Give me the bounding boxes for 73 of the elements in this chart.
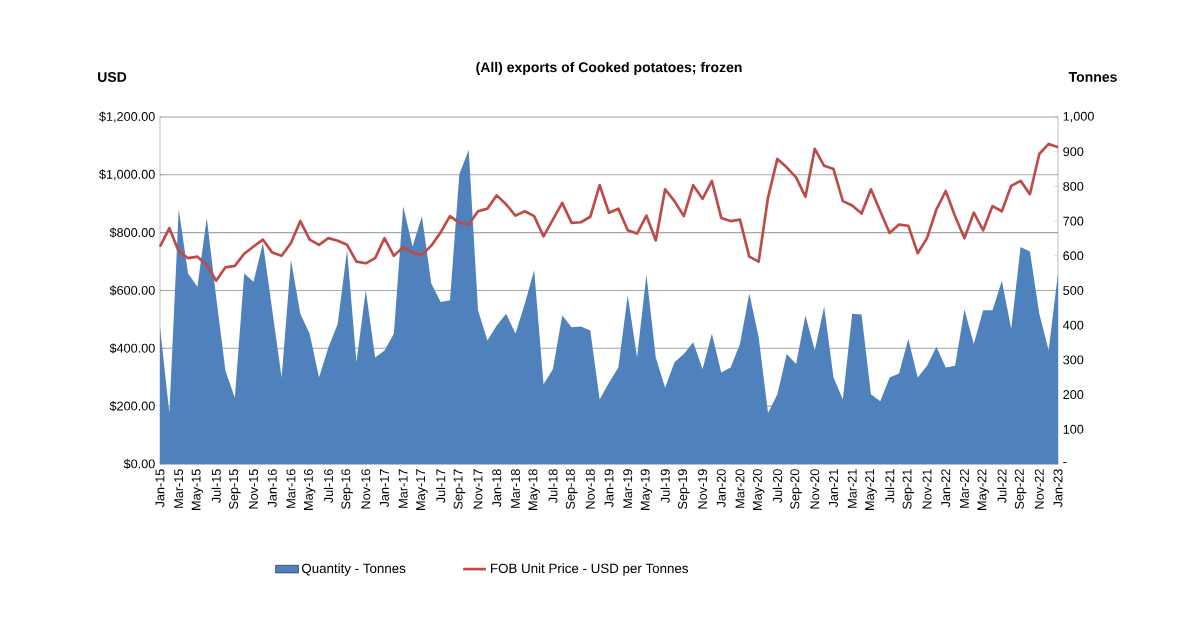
x-tick-label: Mar-19 <box>623 469 633 508</box>
x-tick-label: Nov-17 <box>473 469 483 509</box>
x-tick-label: Mar-22 <box>959 469 969 508</box>
y2-tick-label: 900 <box>1063 147 1084 157</box>
x-tick-label: Jul-16 <box>323 469 334 504</box>
y-tick-label: $1,000.00 <box>99 169 155 181</box>
y-tick-label: $200.00 <box>109 401 155 412</box>
x-tick-label: Nov-16 <box>361 469 371 509</box>
y-axis-title: USD <box>98 72 127 82</box>
y-tick-label: $0.00 <box>123 458 155 470</box>
x-tick-label: May-19 <box>640 469 653 510</box>
x-tick-label: Mar-15 <box>174 469 184 508</box>
x-tick-label: Jul-17 <box>435 469 446 504</box>
x-tick-label: Sep-21 <box>902 469 915 509</box>
x-tick-label: Jul-19 <box>660 469 670 504</box>
x-tick-label: Jan-19 <box>604 469 614 508</box>
x-tick-label: Nov-21 <box>922 469 932 509</box>
x-tick-label: Jan-23 <box>1053 469 1063 508</box>
y2-tick-label: 100 <box>1063 424 1084 434</box>
x-tick-label: Jan-20 <box>716 469 726 508</box>
x-tick-label: Jan-15 <box>155 469 165 508</box>
line-series <box>158 142 1060 282</box>
x-tick-label: Nov-22 <box>1034 469 1044 509</box>
x-tick-label: Mar-18 <box>510 469 520 508</box>
y-tick-label: $600.00 <box>109 285 155 296</box>
x-tick-label: May-18 <box>528 469 540 510</box>
chart-title: (All) exports of Cooked potatoes; frozen <box>476 61 742 75</box>
x-tick-label: May-22 <box>977 469 989 510</box>
x-tick-label: May-17 <box>416 469 428 510</box>
x-tick-label: Sep-17 <box>453 469 466 509</box>
legend-label: Quantity - Tonnes <box>301 563 406 576</box>
x-tick-label: Mar-16 <box>286 469 296 508</box>
x-tick-label: Mar-21 <box>847 469 857 508</box>
x-tick-label: Mar-20 <box>735 469 745 508</box>
x-tick-label: Sep-15 <box>229 469 241 509</box>
y2-tick-label: 600 <box>1063 251 1084 261</box>
y2-axis-title: Tonnes <box>1068 72 1117 82</box>
x-tick-label: May-15 <box>191 469 204 510</box>
x-tick-label: Jul-18 <box>548 469 558 504</box>
x-tick-label: Jan-17 <box>380 469 389 508</box>
x-tick-label: Jan-22 <box>941 469 951 508</box>
x-tick-label: Jul-20 <box>772 469 783 504</box>
x-tick-label: Jul-22 <box>997 469 1007 504</box>
x-tick-label: Sep-16 <box>341 469 353 509</box>
y2-tick-label: 200 <box>1063 390 1084 400</box>
x-tick-label: Sep-22 <box>1014 469 1027 509</box>
x-tick-label: Jan-18 <box>492 469 502 508</box>
y2-tick-label: 400 <box>1063 320 1084 330</box>
x-tick-label: May-16 <box>303 469 316 510</box>
y2-tick-label: - <box>1063 462 1067 464</box>
x-tick-label: Jul-15 <box>211 469 221 504</box>
x-tick-label: Nov-19 <box>698 469 708 509</box>
x-tick-label: Jul-21 <box>884 469 895 504</box>
x-tick-label: Sep-19 <box>678 469 690 509</box>
y2-tick-label: 500 <box>1063 286 1084 295</box>
x-tick-label: May-20 <box>752 469 765 510</box>
x-tick-label: May-21 <box>865 469 877 510</box>
x-tick-label: Sep-20 <box>790 469 802 509</box>
y-tick-label: $1,200.00 <box>99 111 155 123</box>
x-tick-label: Nov-15 <box>249 469 258 509</box>
legend-label: FOB Unit Price - USD per Tonnes <box>491 563 689 576</box>
x-tick-label: Mar-17 <box>398 469 408 508</box>
y2-tick-label: 700 <box>1063 216 1084 226</box>
y-tick-label: $400.00 <box>109 343 155 354</box>
y2-tick-label: 300 <box>1063 355 1084 365</box>
x-tick-label: Sep-18 <box>565 469 578 509</box>
x-tick-label: Jan-16 <box>267 469 277 508</box>
y-tick-label: $800.00 <box>109 227 155 238</box>
x-tick-label: Jan-21 <box>829 469 838 508</box>
y2-tick-label: 800 <box>1063 181 1084 191</box>
x-tick-label: Nov-20 <box>810 469 820 509</box>
y2-tick-label: 1,000 <box>1063 111 1094 123</box>
x-tick-label: Nov-18 <box>585 469 595 509</box>
